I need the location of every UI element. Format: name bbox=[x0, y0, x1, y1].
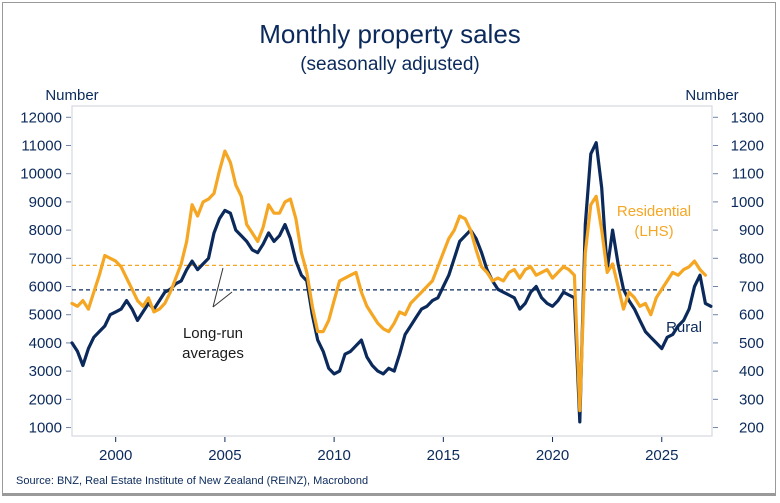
x-tick-label: 2005 bbox=[208, 447, 241, 464]
y-right-tick-label: 1100 bbox=[732, 166, 764, 183]
x-axis: 2000 2005 2010 2015 2020 2025 bbox=[99, 437, 678, 464]
y-left-tick-label: 11000 bbox=[21, 137, 62, 154]
x-tick-label: 2015 bbox=[427, 447, 460, 464]
annotation-line-1: Long-run bbox=[183, 325, 243, 342]
y-axis-label-left: Number bbox=[45, 87, 98, 104]
annotation-arrow-upper bbox=[212, 267, 224, 308]
source-note: Source: BNZ, Real Estate Institute of Ne… bbox=[16, 475, 368, 487]
chart-subtitle: (seasonally adjusted) bbox=[300, 54, 480, 75]
chart-frame bbox=[2, 2, 776, 496]
x-tick-label: 2010 bbox=[317, 447, 350, 464]
x-tick-label: 2025 bbox=[645, 447, 678, 464]
y-left-tick-label: 6000 bbox=[29, 279, 62, 296]
y-axis-label-right: Number bbox=[685, 87, 738, 104]
y-left-tick-label: 5000 bbox=[29, 307, 62, 324]
y-right-tick-label: 200 bbox=[739, 420, 764, 437]
chart-title: Monthly property sales bbox=[259, 19, 521, 49]
y-left-tick-label: 9000 bbox=[29, 194, 62, 211]
x-tick-label: 2020 bbox=[536, 447, 569, 464]
y-right-tick-label: 500 bbox=[739, 335, 764, 352]
annotation-arrow-lower bbox=[212, 291, 233, 308]
y-axis-left: 12000 11000 10000 9000 8000 7000 6000 5000 4000 3… bbox=[20, 109, 71, 437]
y-right-tick-label: 1200 bbox=[731, 137, 764, 154]
y-right-tick-label: 1300 bbox=[731, 109, 764, 126]
y-right-tick-label: 600 bbox=[739, 307, 764, 324]
plot-border bbox=[71, 105, 713, 437]
y-right-tick-label: 700 bbox=[739, 279, 764, 296]
y-right-tick-label: 1000 bbox=[731, 194, 764, 211]
long-run-annotation: Long-run averages bbox=[182, 267, 244, 362]
y-left-tick-label: 7000 bbox=[29, 250, 62, 267]
plot-area bbox=[71, 105, 713, 437]
series-label-rural: Rural bbox=[666, 319, 702, 336]
y-left-tick-label: 1000 bbox=[29, 420, 62, 437]
series-label-residential-line-1: Residential bbox=[617, 203, 691, 220]
series-label-residential-line-2: (LHS) bbox=[634, 223, 673, 240]
series-group bbox=[70, 141, 713, 424]
y-right-tick-label: 300 bbox=[739, 391, 764, 408]
residential-series-line bbox=[70, 149, 708, 413]
y-right-tick-label: 800 bbox=[739, 250, 764, 267]
y-left-tick-label: 2000 bbox=[29, 391, 62, 408]
y-right-tick-label: 400 bbox=[739, 363, 764, 380]
y-left-tick-label: 4000 bbox=[29, 335, 62, 352]
rural-series-line bbox=[70, 141, 713, 424]
y-left-tick-label: 3000 bbox=[29, 363, 62, 380]
x-tick-label: 2000 bbox=[99, 447, 132, 464]
y-left-tick-label: 10000 bbox=[20, 166, 62, 183]
annotation-line-2: averages bbox=[182, 345, 244, 362]
y-right-tick-label: 900 bbox=[739, 222, 764, 239]
y-left-tick-label: 12000 bbox=[20, 109, 62, 126]
y-left-tick-label: 8000 bbox=[29, 222, 62, 239]
y-axis-right: 1300 1200 1100 1000 900 800 700 600 500 400 300 200 bbox=[713, 109, 764, 437]
